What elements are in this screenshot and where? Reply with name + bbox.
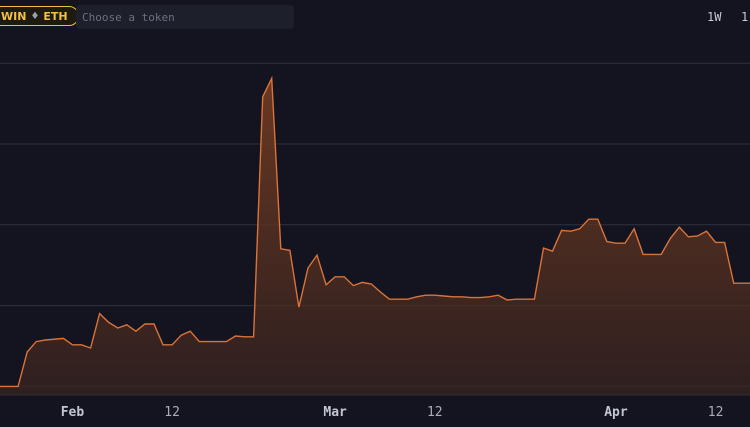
- x-tick-label: 12: [708, 405, 724, 420]
- base-token-label: WIN: [1, 9, 27, 23]
- quote-token-label: ETH: [43, 9, 68, 23]
- eth-diamond-icon: ♦: [30, 10, 40, 22]
- x-axis-ticks: Feb 12 Mar 12 Apr 12: [61, 405, 724, 420]
- range-button-1w[interactable]: 1W: [707, 10, 722, 24]
- x-tick-label: Mar: [323, 405, 347, 420]
- x-tick-label: 12: [427, 405, 443, 420]
- price-area-fill: [0, 78, 750, 397]
- price-line: [0, 75, 750, 388]
- x-tick-label: Feb: [61, 405, 85, 420]
- token-search-input[interactable]: [76, 5, 294, 29]
- token-pair-badge[interactable]: WIN ♦ ETH: [0, 6, 79, 26]
- x-tick-label: Apr: [604, 405, 628, 420]
- range-button-next[interactable]: 1: [741, 10, 749, 24]
- x-tick-label: 12: [164, 405, 180, 420]
